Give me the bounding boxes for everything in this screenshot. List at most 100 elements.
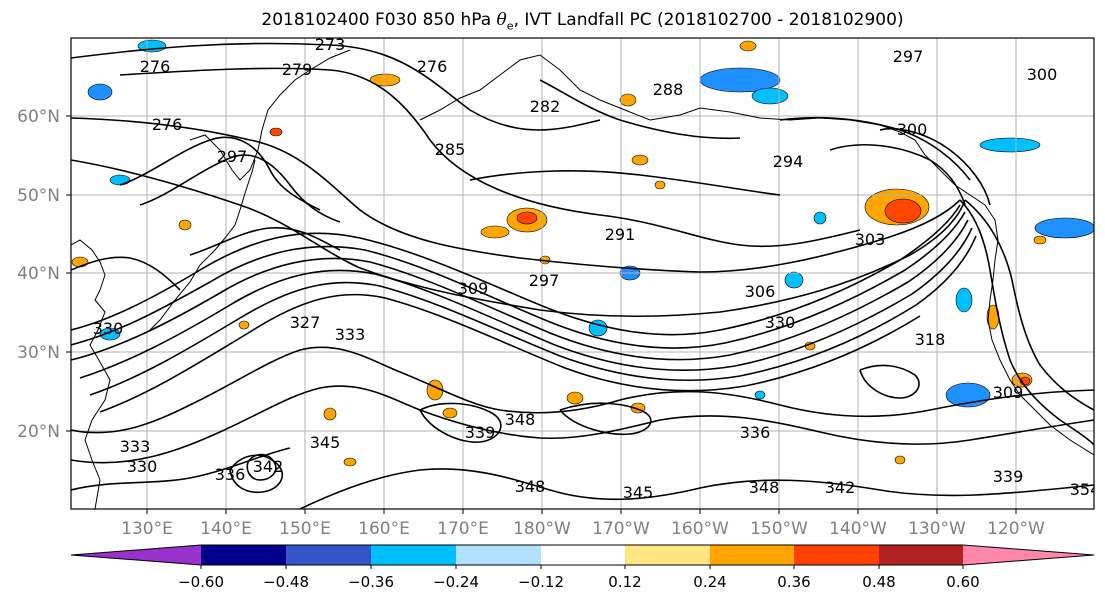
colorbar-tick-label: 0.36	[777, 573, 810, 591]
contour-label: 300	[1027, 65, 1058, 84]
colorbar-tick-label: 0.60	[946, 573, 979, 591]
contour-label: 288	[653, 80, 684, 99]
contour-label: 345	[310, 433, 341, 452]
contour-line	[189, 227, 341, 256]
contour-label: 303	[855, 230, 886, 249]
contour-line	[469, 170, 781, 196]
contour-line	[246, 453, 277, 481]
lat-tick-label: 60°N	[17, 107, 60, 127]
contour-label: 318	[915, 330, 946, 349]
anomaly-patch	[1033, 235, 1047, 245]
anomaly-patch	[739, 40, 757, 52]
anomaly-patch	[751, 87, 789, 105]
lon-tick-label: 150°E	[279, 519, 331, 539]
contour-label: 297	[217, 147, 248, 166]
contour-line	[71, 204, 961, 336]
contour-label: 297	[893, 47, 924, 66]
anomaly-patch	[955, 287, 973, 313]
lon-tick-label: 160°W	[671, 519, 729, 539]
anomaly-patch	[480, 225, 510, 239]
colorbar-segment	[541, 545, 625, 565]
contour-line	[539, 79, 741, 140]
anomaly-patch	[323, 407, 337, 421]
contour-label: 327	[290, 313, 321, 332]
colorbar-tick-label: 0.24	[693, 573, 726, 591]
colorbar-extend-max	[963, 545, 1094, 565]
anomaly-patch	[71, 256, 89, 268]
contour-label: 285	[435, 140, 466, 159]
contour-label: 309	[993, 383, 1024, 402]
contour-line	[229, 454, 284, 494]
colorbar-segment	[625, 545, 710, 565]
lat-tick-label: 20°N	[17, 422, 60, 442]
contour-label: 348	[505, 410, 536, 429]
contour-label: 276	[140, 57, 171, 76]
contour-line	[859, 364, 920, 399]
colorbar-tick-label: 0.12	[608, 573, 641, 591]
colorbar-segment	[201, 545, 286, 565]
contour-line	[299, 468, 1094, 509]
lon-tick-label: 120°W	[987, 519, 1045, 539]
lon-tick-label: 180°W	[513, 519, 571, 539]
contour-label: 339	[993, 467, 1024, 486]
contour-label: 342	[253, 457, 284, 476]
graticule	[71, 38, 1094, 509]
colorbar-tick-label: −0.24	[433, 573, 479, 591]
contour-line	[779, 116, 971, 181]
lat-tick-label: 30°N	[17, 343, 60, 363]
contour-line	[71, 117, 961, 273]
contour-line	[71, 159, 966, 318]
contour-label: 276	[152, 115, 183, 134]
anomaly-patch	[238, 320, 250, 330]
anomaly-patch	[894, 455, 906, 465]
anomaly-patch	[1034, 217, 1094, 239]
contour-line	[71, 447, 291, 491]
lon-tick-label: 150°W	[750, 519, 808, 539]
contour-line	[71, 219, 969, 361]
contour-label: 333	[335, 325, 366, 344]
contour-line	[71, 211, 966, 349]
lon-tick-label: 140°W	[829, 519, 887, 539]
figure-title: 2018102400 F030 850 hPa θe, IVT Landfall…	[261, 10, 904, 33]
colorbar-tick-label: −0.36	[348, 573, 394, 591]
contour-line	[71, 385, 1094, 464]
contour-label: 339	[465, 423, 496, 442]
kamchatka-coastline	[189, 49, 351, 181]
anomaly-patch	[369, 73, 401, 87]
contour-line	[79, 227, 973, 379]
lat-tick-label: 40°N	[17, 264, 60, 284]
colorbar-segment	[286, 545, 371, 565]
anomaly-patch	[784, 271, 804, 289]
contour-label: 348	[515, 477, 546, 496]
contour-line	[559, 402, 652, 436]
colorbar-segment	[710, 545, 794, 565]
lon-tick-label: 160°E	[358, 519, 410, 539]
contour-label: 333	[120, 437, 151, 456]
anomaly-patch	[979, 137, 1041, 153]
lon-tick-label: 130°W	[908, 519, 966, 539]
lon-tick-label: 130°E	[121, 519, 173, 539]
anomaly-patch	[754, 390, 766, 400]
contour-label: 294	[773, 152, 804, 171]
contour-label: 330	[765, 313, 796, 332]
north-america-coastline	[984, 204, 1094, 456]
anomaly-patch	[654, 180, 666, 190]
contour-line	[419, 402, 502, 443]
colorbar-segment	[371, 545, 456, 565]
colorbar-segment	[794, 545, 879, 565]
contour-label: 342	[825, 478, 856, 497]
contour-label: 309	[458, 279, 489, 298]
colorbar-segment	[456, 545, 541, 565]
contour-label: 291	[605, 225, 636, 244]
theta-e-contours	[71, 42, 1094, 509]
contour-line	[71, 346, 1094, 434]
colorbar-tick-label: 0.48	[862, 573, 895, 591]
anomaly-patch	[619, 93, 637, 107]
contour-line	[99, 293, 921, 413]
contour-line	[71, 256, 181, 291]
contour-label: 306	[745, 282, 776, 301]
anomaly-patch	[109, 174, 131, 186]
anomaly-patch	[516, 211, 538, 225]
colorbar-segment	[879, 545, 963, 565]
